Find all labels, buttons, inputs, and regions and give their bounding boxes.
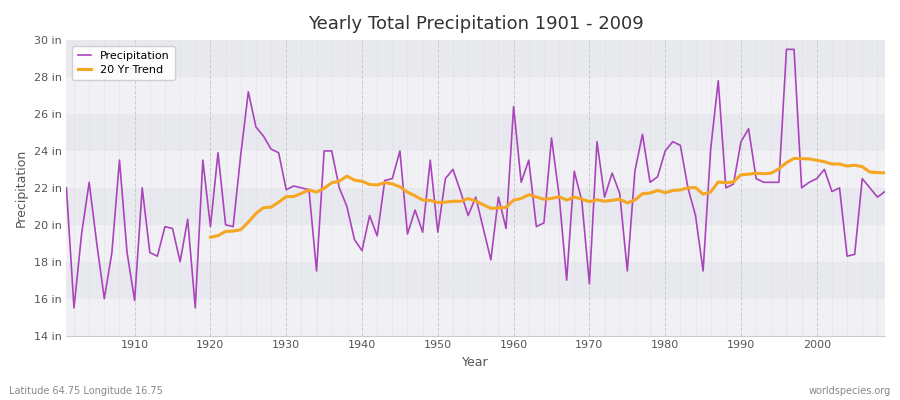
- Text: Latitude 64.75 Longitude 16.75: Latitude 64.75 Longitude 16.75: [9, 386, 163, 396]
- Precipitation: [781, 47, 792, 52]
- Bar: [67, 225, 885, 262]
- Title: Yearly Total Precipitation 1901 - 2009: Yearly Total Precipitation 1901 - 2009: [308, 15, 644, 33]
- 20 Yr Trend: [879, 170, 890, 175]
- Text: worldspecies.org: worldspecies.org: [809, 386, 891, 396]
- Bar: [67, 299, 885, 336]
- Line: Precipitation: Precipitation: [67, 49, 885, 308]
- X-axis label: Year: Year: [463, 356, 489, 369]
- Bar: [67, 188, 885, 225]
- 20 Yr Trend: [788, 156, 799, 161]
- 20 Yr Trend: [857, 164, 868, 169]
- Precipitation: [61, 186, 72, 190]
- Precipitation: [508, 104, 519, 109]
- Bar: [67, 262, 885, 299]
- Y-axis label: Precipitation: Precipitation: [15, 149, 28, 227]
- 20 Yr Trend: [296, 191, 307, 196]
- 20 Yr Trend: [766, 171, 777, 176]
- Bar: [67, 40, 885, 77]
- 20 Yr Trend: [781, 160, 792, 165]
- 20 Yr Trend: [205, 235, 216, 240]
- Precipitation: [130, 298, 140, 303]
- Bar: [67, 114, 885, 151]
- Bar: [67, 77, 885, 114]
- 20 Yr Trend: [410, 194, 420, 198]
- Precipitation: [341, 204, 352, 209]
- Line: 20 Yr Trend: 20 Yr Trend: [211, 158, 885, 237]
- Precipitation: [607, 171, 617, 176]
- 20 Yr Trend: [675, 188, 686, 192]
- Precipitation: [879, 189, 890, 194]
- Precipitation: [296, 186, 307, 190]
- Legend: Precipitation, 20 Yr Trend: Precipitation, 20 Yr Trend: [72, 46, 176, 80]
- Bar: [67, 151, 885, 188]
- Precipitation: [68, 306, 79, 310]
- Precipitation: [516, 180, 526, 185]
